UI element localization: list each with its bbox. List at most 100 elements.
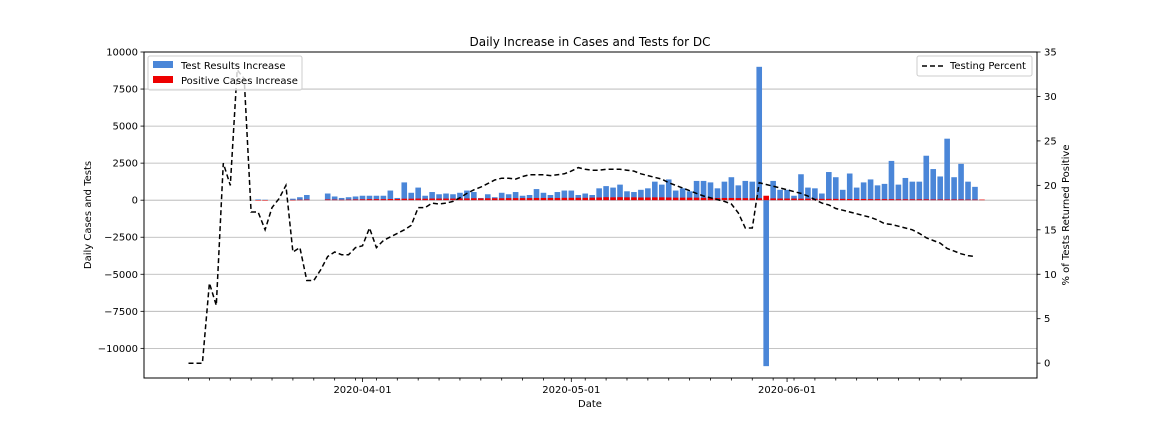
y2-axis-title: % of Tests Returned Positive: [1061, 145, 1072, 286]
positive-cases-bar: [805, 198, 811, 201]
legend-right: Testing Percent: [916, 55, 1033, 77]
positive-cases-bar: [415, 198, 421, 201]
positive-cases-bar: [617, 197, 623, 201]
test-results-bar: [784, 189, 790, 201]
legend-left-frame: [147, 55, 303, 91]
test-results-bar: [505, 194, 512, 201]
legend-label-tests: Test Results Increase: [180, 61, 285, 72]
positive-cases-bar: [568, 197, 575, 201]
y-tick-label: −7500: [104, 307, 138, 318]
positive-cases-bar: [686, 197, 693, 201]
test-results-bar: [881, 183, 888, 201]
y2-tick-label: 5: [1044, 314, 1050, 325]
test-results-bar: [373, 195, 380, 201]
test-results-bar: [610, 187, 616, 201]
test-results-bar: [930, 169, 937, 201]
test-results-bar: [450, 194, 456, 201]
legend-label-percent: Testing Percent: [949, 61, 1026, 72]
positive-cases-bar: [860, 198, 867, 201]
test-results-bar: [638, 189, 644, 201]
test-results-bar: [568, 190, 575, 201]
right-y-axis: 35 30 25 20 15 10 5 0: [1037, 48, 1057, 370]
y2-tick-label: 10: [1044, 270, 1057, 281]
test-results-bar: [575, 194, 582, 201]
positive-cases-bar: [540, 197, 547, 201]
positive-cases-bar: [923, 199, 930, 201]
left-y-axis: 10000 7500 5000 2500 0 −2500 −5000 −7500 −10000: [98, 48, 144, 355]
test-results-bar: [714, 188, 721, 201]
test-results-bar: [819, 193, 825, 201]
test-results-bar: [944, 138, 950, 201]
test-results-bar: [561, 190, 568, 201]
test-results-bar: [624, 191, 630, 201]
test-results-bar: [262, 199, 268, 201]
positive-cases-bar: [533, 197, 540, 201]
positive-cases-bar: [693, 197, 700, 201]
positive-cases-bar: [491, 198, 498, 201]
test-results-bar: [728, 177, 735, 201]
test-results-bar: [387, 190, 394, 201]
test-results-bar: [401, 182, 408, 201]
positive-cases-bars: [255, 195, 985, 201]
positive-cases-bar: [874, 199, 881, 201]
positive-cases-bar: [826, 198, 832, 201]
test-results-bar: [958, 163, 964, 201]
test-results-bar: [665, 179, 672, 201]
test-results-bar: [338, 197, 345, 201]
test-results-bar: [304, 194, 310, 201]
test-results-bar: [380, 195, 387, 201]
y2-tick-label: 30: [1044, 92, 1057, 103]
positive-cases-bar: [853, 198, 860, 201]
test-results-bar: [791, 195, 797, 201]
test-results-bar: [937, 176, 943, 201]
positive-cases-bar: [881, 199, 888, 201]
y2-tick-label: 25: [1044, 136, 1057, 147]
positive-cases-bar: [324, 199, 331, 201]
test-results-bar: [853, 187, 860, 201]
testing-percent-line: [188, 67, 976, 364]
test-results-bar: [631, 192, 637, 201]
positive-cases-bar: [471, 198, 477, 201]
legend-label-positive: Positive Cases Increase: [181, 76, 298, 87]
positive-cases-bar: [589, 197, 595, 201]
test-results-bar: [679, 188, 686, 201]
y-tick-label: 10000: [106, 48, 138, 59]
positive-cases-bar: [888, 199, 895, 201]
positive-cases-bar: [937, 199, 943, 201]
positive-cases-bar: [359, 199, 366, 201]
test-results-bar: [965, 181, 971, 201]
positive-cases-bar: [290, 199, 296, 201]
test-results-bar: [763, 200, 769, 367]
positive-cases-bar: [672, 197, 679, 201]
positive-cases-bar: [839, 198, 846, 201]
test-results-bar: [512, 192, 519, 201]
test-results-bar: [735, 185, 742, 201]
test-results-bar: [860, 182, 867, 201]
test-results-bar: [324, 193, 331, 201]
test-results-bar: [888, 160, 895, 201]
positive-cases-bar: [958, 199, 964, 201]
test-results-bar: [345, 197, 352, 201]
positive-cases-bar: [972, 199, 978, 201]
positive-cases-bar: [408, 198, 415, 201]
positive-cases-bar: [338, 199, 345, 201]
positive-cases-bar: [450, 198, 456, 201]
positive-cases-bar: [867, 199, 874, 201]
positive-cases-bar: [638, 197, 644, 201]
positive-cases-bar: [944, 199, 950, 201]
test-results-bar: [526, 194, 533, 201]
test-results-bar: [582, 193, 589, 201]
positive-cases-bar: [770, 198, 776, 201]
positive-cases-bar: [965, 199, 971, 201]
positive-cases-bar: [526, 198, 533, 201]
positive-cases-bar: [464, 198, 470, 201]
positive-cases-bar: [624, 197, 630, 201]
positive-cases-bar: [819, 198, 825, 201]
test-results-bar: [770, 180, 776, 201]
positive-cases-bar: [519, 198, 526, 201]
positive-cases-bar: [979, 199, 985, 201]
positive-cases-bar: [422, 198, 428, 201]
test-results-bar: [721, 181, 728, 201]
positive-cases-bar: [387, 198, 394, 201]
y-axis-title: Daily Cases and Tests: [83, 161, 94, 269]
